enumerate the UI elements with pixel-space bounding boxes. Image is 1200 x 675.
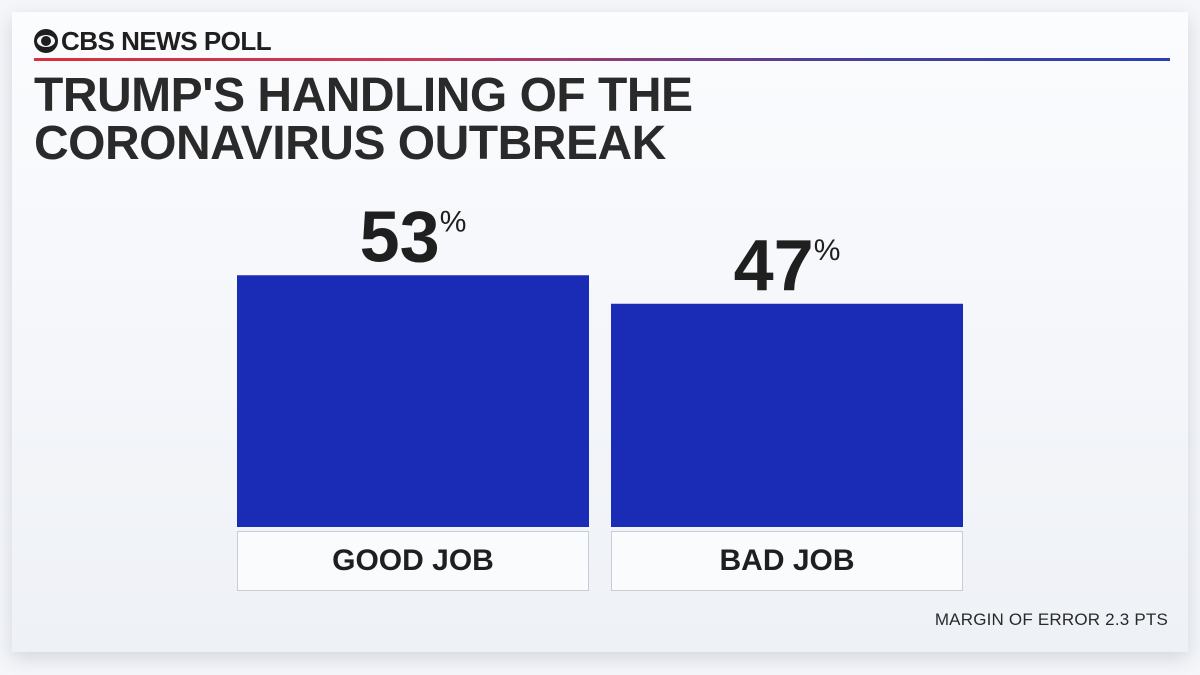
- chart-title-line-2: CORONAVIRUS OUTBREAK: [34, 117, 666, 170]
- category-label: BAD JOB: [611, 531, 963, 591]
- chart-title-line-1: TRUMP'S HANDLING OF THE: [34, 69, 693, 122]
- cbs-eye-logo-icon: [34, 29, 58, 53]
- bar-bad-job: [611, 303, 963, 527]
- value-label: 53%: [360, 197, 467, 277]
- header-divider: [34, 58, 1170, 61]
- brand: CBS NEWS POLL: [34, 25, 272, 56]
- poll-card: [12, 12, 1188, 652]
- bar-good-job: [237, 275, 589, 527]
- margin-of-error-note: MARGIN OF ERROR 2.3 PTS: [934, 610, 1168, 629]
- category-label: GOOD JOB: [237, 531, 589, 591]
- brand-label: CBS NEWS POLL: [61, 25, 272, 56]
- chart-title: TRUMP'S HANDLING OF THE CORONAVIRUS OUTB…: [34, 72, 1134, 168]
- value-label: 47%: [734, 226, 841, 306]
